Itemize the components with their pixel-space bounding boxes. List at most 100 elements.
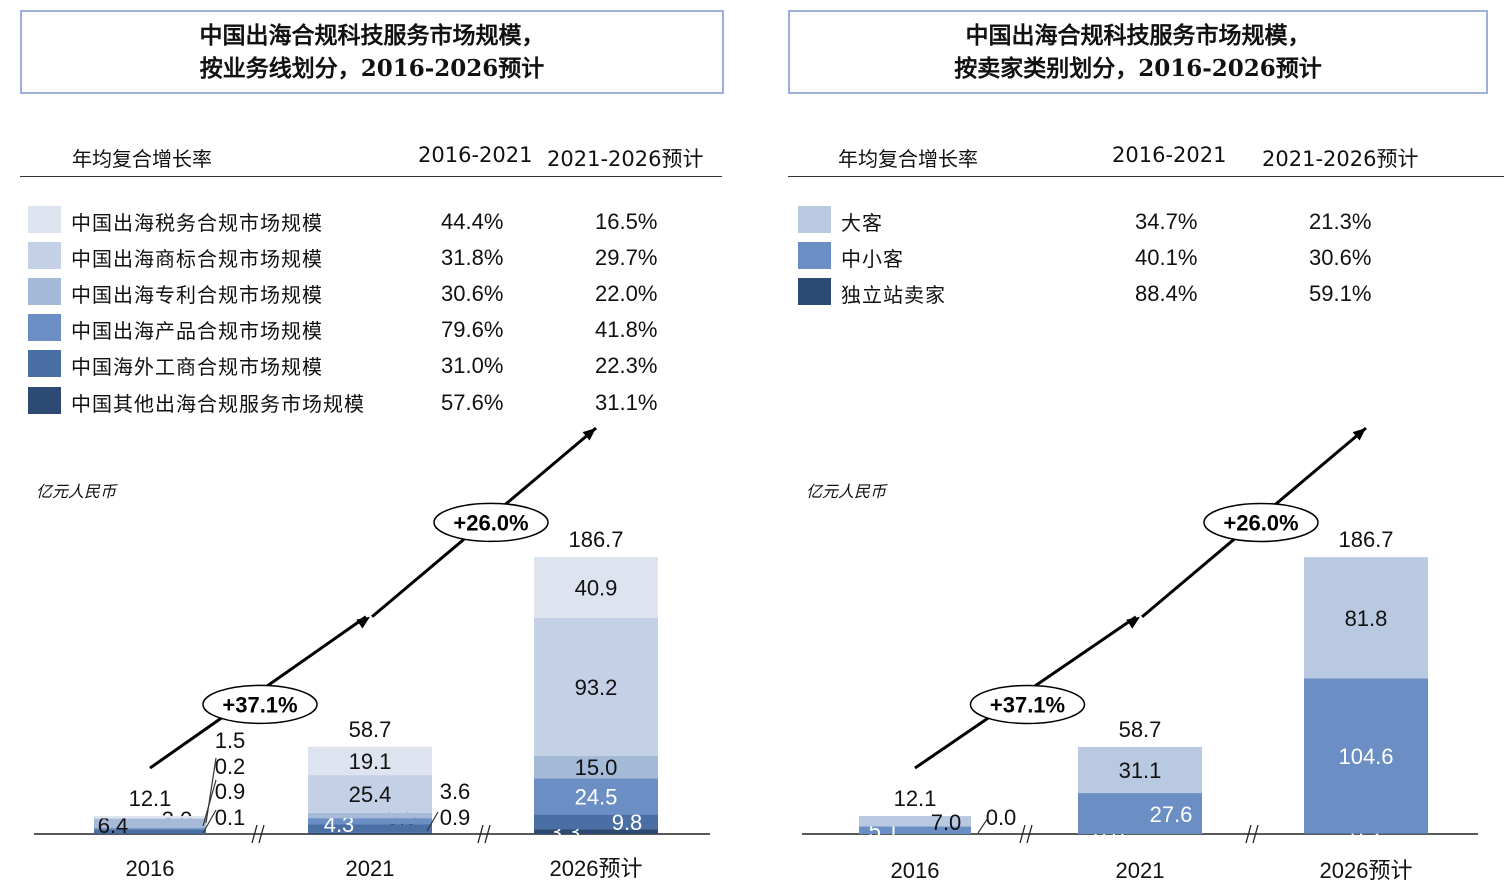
legend-label: 中国出海商标合规市场规模 (71, 247, 323, 271)
legend-cagr1: 40.1% (1135, 245, 1198, 270)
total-label: 58.7 (1119, 717, 1162, 742)
data-label: 15.0 (575, 755, 618, 780)
legend-cagr2: 21.3% (1309, 209, 1372, 234)
data-label: 93.2 (575, 675, 618, 700)
bar-segment (94, 818, 206, 829)
category-label: 2016 (891, 858, 940, 883)
cagr-bubble (1203, 502, 1319, 543)
right-title-box: 中国出海合规科技服务市场规模， 按卖家类别划分，2016-2026预计 (788, 10, 1488, 94)
data-label: 31.1 (1119, 758, 1162, 783)
axis-break-mark (484, 824, 491, 844)
legend-swatch-large (798, 206, 831, 233)
legend-label: 中国出海专利合规市场规模 (71, 283, 323, 307)
legend-swatch-product (28, 314, 61, 341)
bar-segment (1078, 793, 1202, 834)
bar-segment (534, 755, 658, 779)
axis-break-mark (1019, 824, 1026, 844)
left-unit-label: 亿元人民币 (36, 482, 117, 501)
legend-cagr1: 31.0% (441, 353, 504, 378)
axis-break-mark (477, 824, 484, 844)
growth-arrow-head (582, 428, 596, 441)
bar-segment (859, 826, 971, 834)
category-label: 2016 (126, 856, 175, 881)
legend-cagr1: 30.6% (441, 281, 504, 306)
data-label: 7.0 (931, 810, 962, 835)
bar-segment (308, 775, 432, 813)
category-label: 2021 (346, 856, 395, 881)
bar-segment (308, 824, 432, 833)
left-title-line-1: 中国出海合规科技服务市场规模， (199, 22, 545, 49)
total-label: 186.7 (568, 527, 623, 552)
cagr-bubble (202, 684, 318, 725)
right-cagr-col1: 2016-2021 (1112, 143, 1227, 167)
growth-arrow-head (1352, 428, 1366, 441)
legend-swatch-business (28, 350, 61, 377)
data-label: 40.9 (575, 575, 618, 600)
leader-line (205, 757, 217, 824)
left-cagr-header: 年均复合增长率 2016-2021 2021-2026预计 (20, 140, 722, 177)
cagr-bubble-label: +37.1% (990, 692, 1065, 717)
left-stacked-bar-chart: 0.13.00.96.40.21.512.120160.95.54.33.625… (34, 426, 710, 881)
total-label: 12.1 (894, 786, 937, 811)
leader-line (202, 809, 217, 834)
legend-swatch-patent (28, 278, 61, 305)
data-label: 0.9 (440, 805, 471, 830)
bar-segment (94, 829, 206, 834)
legend-swatch-trademark (28, 242, 61, 269)
leader-line (426, 811, 439, 832)
legend-row-independent: 独立站卖家 88.4% 59.1% (798, 278, 1398, 308)
legend-swatch-other (28, 387, 61, 414)
legend-row-patent: 中国出海专利合规市场规模 30.6% 22.0% (28, 278, 718, 308)
legend-row-other: 中国其他出海合规服务市场规模 57.6% 31.1% (28, 387, 718, 417)
bar-segment (94, 828, 206, 830)
bar-segment (1078, 746, 1202, 794)
legend-row-trademark: 中国出海商标合规市场规模 31.8% 29.7% (28, 242, 718, 272)
category-label: 2026预计 (1320, 858, 1413, 883)
legend-label: 独立站卖家 (841, 283, 946, 307)
category-label: 2026预计 (550, 856, 643, 881)
legend-label: 中国其他出海合规服务市场规模 (71, 392, 365, 416)
data-label: 24.5 (575, 784, 618, 809)
right-unit-label: 亿元人民币 (806, 482, 887, 501)
right-panel: 中国出海合规科技服务市场规模， 按卖家类别划分，2016-2026预计 年均复合… (752, 0, 1504, 891)
data-label: 0.2 (215, 754, 246, 779)
legend-row-tax: 中国出海税务合规市场规模 44.4% 16.5% (28, 206, 718, 236)
bar-segment (534, 557, 658, 618)
legend-label: 大客 (841, 211, 883, 235)
bar-segment (308, 746, 432, 776)
right-stacked-bar-chart: 0.05.1 7.012.120160.027.631.158.720210.21… (802, 426, 1478, 883)
data-label: 104.6 (1338, 744, 1393, 769)
growth-arrow-head (356, 616, 370, 629)
legend-cagr1: 34.7% (1135, 209, 1198, 234)
legend-cagr1: 79.6% (441, 317, 504, 342)
bar-segment (534, 778, 658, 815)
legend-cagr1: 31.8% (441, 245, 504, 270)
left-cagr-col1: 2016-2021 (418, 143, 533, 167)
leader-line (977, 817, 989, 834)
category-label: 2021 (1116, 858, 1165, 883)
data-label: 0.0 (986, 805, 1017, 830)
legend-cagr2: 29.7% (595, 245, 658, 270)
data-label: 3.6 (440, 779, 471, 804)
legend-cagr2: 41.8% (595, 317, 658, 342)
total-label: 12.1 (129, 786, 172, 811)
bar-segment (534, 617, 658, 756)
right-cagr-label: 年均复合增长率 (838, 147, 978, 171)
legend-cagr1: 88.4% (1135, 281, 1198, 306)
data-label: 81.8 (1345, 606, 1388, 631)
legend-cagr2: 22.0% (595, 281, 658, 306)
bar-segment (534, 829, 658, 834)
axis-break-mark (1252, 824, 1259, 844)
legend-cagr1: 44.4% (441, 209, 504, 234)
bar-segment (308, 812, 432, 819)
axis-break-mark (1245, 824, 1252, 844)
cagr-bubble-label: +37.1% (222, 692, 297, 717)
legend-row-business: 中国海外工商合规市场规模 31.0% 22.3% (28, 350, 718, 380)
growth-arrow-head (1126, 616, 1140, 629)
legend-row-smb: 中小客 40.1% 30.6% (798, 242, 1398, 272)
cagr-bubble-label: +26.0% (453, 510, 528, 535)
legend-label: 中国海外工商合规市场规模 (71, 355, 323, 379)
right-title-line-2: 按卖家类别划分，2016-2026预计 (954, 55, 1322, 82)
legend-row-product: 中国出海产品合规市场规模 79.6% 41.8% (28, 314, 718, 344)
bar-segment (308, 818, 432, 825)
